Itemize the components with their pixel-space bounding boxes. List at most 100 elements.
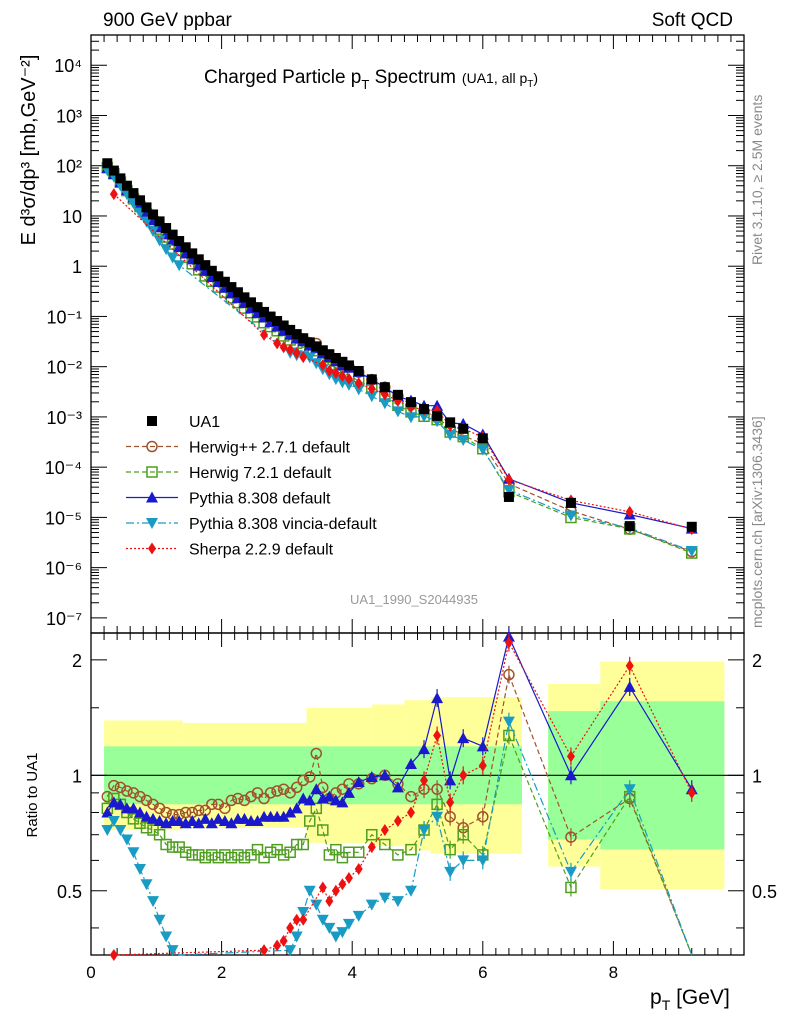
main-point: [502, 484, 515, 496]
main-point: [331, 367, 340, 380]
ratio-point: [166, 945, 179, 957]
ratio-point: [342, 786, 355, 798]
ratio-point: [476, 855, 489, 867]
ratio-point: [297, 774, 309, 787]
ratio-point: [565, 831, 577, 843]
ratio-point: [564, 769, 577, 781]
ratio-point: [238, 794, 251, 807]
main-point: [685, 545, 698, 557]
ratio-point: [623, 680, 636, 692]
ratio-point: [114, 781, 127, 794]
main-y-tick-label: 10⁴: [54, 56, 82, 76]
ratio-point: [101, 790, 114, 803]
ratio-point: [160, 931, 173, 943]
main-point: [354, 377, 363, 390]
main-y-tick-label: 10⁻⁶: [45, 559, 82, 579]
ratio-point: [107, 796, 120, 808]
main-point: [367, 382, 376, 395]
ratio-point: [147, 812, 160, 824]
ratio-point: [404, 885, 417, 897]
ua1-point: [108, 165, 119, 176]
ratio-point: [140, 810, 153, 822]
ratio-point: [284, 806, 297, 818]
ratio-point: [431, 692, 444, 704]
ratio-series-group: [101, 712, 693, 957]
ratio-series-line: [106, 672, 693, 956]
ratio-point: [284, 846, 296, 859]
ua1-point: [141, 202, 152, 213]
main-y-tick-label: 10⁻¹: [46, 307, 82, 327]
ua1-point: [252, 302, 263, 313]
legend-entry: Pythia 8.308 default: [126, 491, 331, 508]
ua1-point: [337, 356, 348, 367]
ua1-point: [432, 410, 443, 421]
ua1-point: [213, 271, 224, 282]
ua1-points: [102, 158, 697, 532]
ua1-point: [121, 180, 132, 191]
ratio-point: [133, 806, 146, 818]
ratio-point: [290, 838, 303, 851]
x-tick-label: 6: [478, 963, 487, 982]
ua1-point: [232, 287, 243, 298]
ratio-point: [147, 896, 160, 908]
ratio-point: [477, 810, 489, 823]
ratio-point: [206, 798, 218, 811]
ratio-point: [101, 806, 114, 818]
ua1-point: [458, 423, 469, 434]
ratio-point: [457, 828, 469, 841]
axis-ticks: 0 2 4 6 8 10⁻⁷ 10⁻⁶ 10⁻⁵ 10⁻⁴ 10⁻³ 10⁻² 10⁻¹ 1 10 10² 1…: [45, 34, 777, 982]
ratio-point: [316, 914, 329, 926]
main-point: [286, 343, 295, 356]
ratio-point: [380, 824, 389, 837]
main-point: [147, 225, 160, 237]
ratio-y-tick-label-right: 2: [752, 651, 762, 671]
ratio-y-tick-label: 1: [72, 766, 82, 786]
main-point: [342, 379, 355, 391]
ua1-point: [102, 158, 113, 169]
mcplots-info: mcplots.cern.ch [arXiv:1306.3436]: [749, 416, 765, 628]
ua1-point: [304, 337, 315, 348]
ratio-point: [323, 790, 336, 802]
main-point: [444, 429, 457, 441]
chart-title: Charged Particle pT Spectrum (UA1, all pT…: [204, 67, 538, 92]
x-axis-label: pT [GeV]: [650, 986, 730, 1013]
ratio-point: [336, 796, 349, 808]
ratio-point: [279, 934, 288, 947]
ratio-point: [109, 949, 118, 961]
main-point: [476, 444, 489, 456]
ratio-series-group: [101, 726, 693, 956]
ratio-point: [153, 914, 166, 926]
ratio-point: [405, 843, 417, 856]
ratio-point: [140, 879, 153, 891]
ua1-point: [686, 521, 697, 532]
ua1-point: [379, 382, 390, 393]
ratio-point: [310, 783, 323, 795]
legend: UA1 Herwig++ 2.7.1 default Herwig 7.2.1 de…: [126, 414, 377, 559]
ratio-point: [420, 774, 429, 787]
ua1-point: [366, 374, 377, 385]
main-point: [303, 352, 316, 364]
ratio-point: [277, 783, 290, 795]
ua1-point: [206, 265, 217, 276]
ratio-point: [318, 881, 327, 894]
ratio-point: [303, 794, 316, 806]
main-point: [325, 364, 334, 377]
main-point: [344, 372, 353, 385]
ratio-point: [205, 817, 218, 829]
ua1-point: [624, 521, 635, 532]
main-y-tick-label: 10³: [56, 106, 82, 126]
ratio-point: [317, 824, 329, 836]
ratio-point: [365, 899, 378, 911]
ratio-point: [218, 815, 231, 827]
ratio-point: [446, 796, 455, 809]
ratio-point: [431, 811, 444, 823]
ratio-point: [212, 851, 225, 864]
ratio-point: [108, 779, 120, 792]
legend-entry: Herwig++ 2.7.1 default: [126, 440, 351, 457]
x-tick-label: 2: [217, 963, 226, 982]
ratio-point: [325, 895, 334, 908]
ratio-point: [687, 786, 696, 799]
ratio-point: [199, 851, 212, 864]
ua1-point: [239, 292, 250, 303]
ratio-point: [264, 787, 277, 799]
